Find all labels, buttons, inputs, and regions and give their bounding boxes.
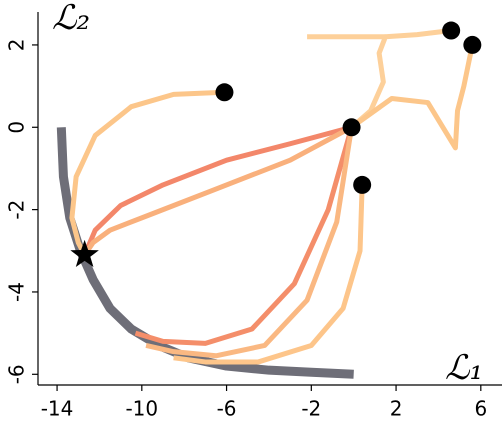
x-tick-label: -2 [301, 397, 321, 421]
plot: -14 -10 -6 -2 2 6 -6 -4 -2 0 2 [5, 12, 502, 421]
trajectory [135, 127, 351, 343]
start-marker [215, 83, 233, 101]
x-tick-label: -14 [41, 397, 74, 421]
x-tick-label: 6 [474, 397, 487, 421]
start-marker [442, 22, 460, 40]
trajectory [146, 127, 352, 355]
trajectory [174, 185, 363, 362]
y-tick-label: -2 [5, 200, 29, 220]
trajectory [85, 127, 352, 255]
x-axis-label: ℒ₁ [445, 348, 483, 388]
x-tick-label: 2 [390, 397, 403, 421]
x-tick-label: -6 [217, 397, 237, 421]
trajectory [352, 45, 473, 148]
y-axis-label: ℒ₂ [52, 0, 90, 38]
start-marker [463, 36, 481, 54]
start-marker [343, 118, 361, 136]
x-tick-label: -10 [125, 397, 158, 421]
y-tick-label: -4 [5, 282, 29, 302]
start-marker [353, 176, 371, 194]
y-tick-label: 2 [5, 39, 29, 52]
y-tick-label: -6 [5, 364, 29, 384]
y-tick-label: 0 [5, 121, 29, 134]
